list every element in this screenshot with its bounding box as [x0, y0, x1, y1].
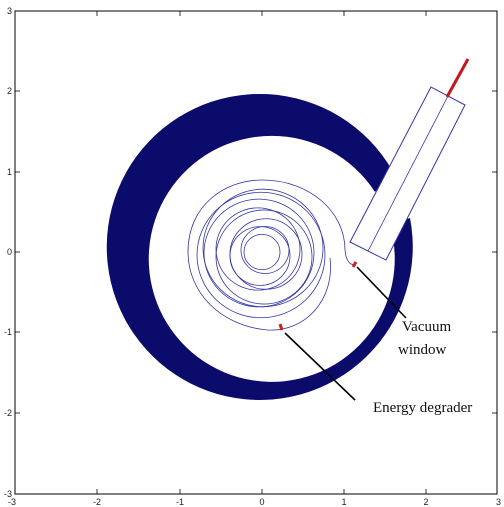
orbit-loop [196, 191, 326, 319]
extraction-orbit [187, 179, 357, 331]
energy-degrader-label: Energy degrader [373, 400, 472, 416]
extraction-channel-inner [367, 95, 449, 252]
orbit-loop [240, 226, 290, 274]
x-tick-label: 1 [341, 497, 346, 507]
orbit-loop [229, 226, 291, 286]
y-tick-label: -2 [4, 408, 12, 418]
orbit-loop [229, 218, 303, 290]
orbit-loop [215, 209, 313, 305]
orbit-loop [243, 233, 281, 271]
beam-orbits [187, 179, 357, 331]
vacuum-window-marker [351, 261, 358, 268]
extraction-channel [349, 86, 466, 261]
orbit-loop [202, 188, 324, 308]
y-tick-label: 1 [7, 167, 12, 177]
y-tick-label: 2 [7, 86, 12, 96]
energy-degrader-marker [278, 323, 284, 331]
vacuum-window-label-line2: window [398, 342, 447, 358]
x-tick-label: -2 [93, 497, 101, 507]
extracted-beam [445, 58, 470, 98]
orbit-loop [215, 207, 301, 291]
y-tick-label: 3 [7, 6, 12, 16]
x-tick-label: 0 [259, 497, 264, 507]
vacuum-window-pointer [356, 266, 407, 319]
vacuum-window-label: Vacuum [402, 319, 451, 335]
tick-marks [14, 10, 498, 495]
energy-degrader-pointer [284, 332, 356, 401]
y-tick-label: 0 [7, 247, 12, 257]
y-tick-label: -1 [4, 327, 12, 337]
x-tick-label: 2 [423, 497, 428, 507]
x-tick-label: -3 [8, 497, 16, 507]
axes-frame [14, 10, 498, 495]
y-tick-label: -3 [4, 489, 12, 499]
x-tick-label: 3 [496, 497, 501, 507]
x-tick-label: -1 [176, 497, 184, 507]
magnet-yoke-ring [106, 93, 413, 400]
